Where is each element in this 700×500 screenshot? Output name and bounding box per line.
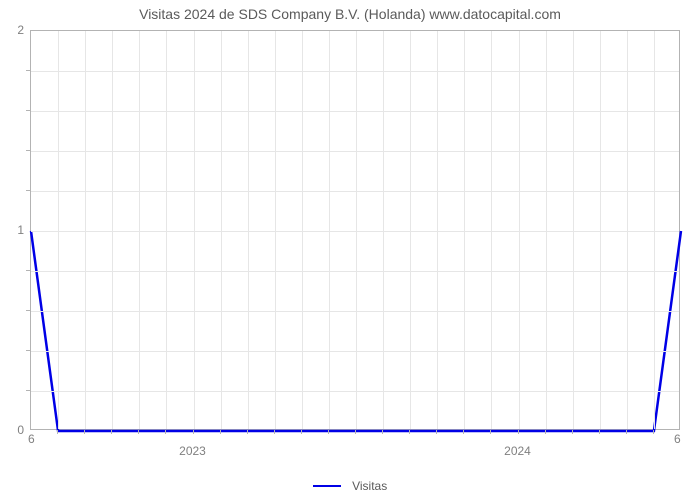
x-minor-tick — [409, 430, 410, 434]
gridline-vertical — [166, 31, 167, 429]
x-minor-tick — [436, 430, 437, 434]
x-minor-tick — [84, 430, 85, 434]
gridline-vertical — [546, 31, 547, 429]
x-minor-tick — [653, 430, 654, 434]
x-minor-tick — [57, 430, 58, 434]
plot-area — [30, 30, 680, 430]
gridline-vertical — [302, 31, 303, 429]
gridline-vertical — [329, 31, 330, 429]
x-minor-tick — [274, 430, 275, 434]
gridline-vertical — [275, 31, 276, 429]
x-minor-tick — [247, 430, 248, 434]
gridline-vertical — [573, 31, 574, 429]
x-tick-label: 2023 — [179, 444, 206, 458]
gridline-horizontal-minor — [31, 191, 679, 192]
y-minor-tick — [26, 190, 30, 191]
x-minor-tick — [138, 430, 139, 434]
gridline-vertical — [383, 31, 384, 429]
x-minor-tick — [463, 430, 464, 434]
gridline-vertical — [112, 31, 113, 429]
y-minor-tick — [26, 110, 30, 111]
gridline-vertical — [410, 31, 411, 429]
chart-title: Visitas 2024 de SDS Company B.V. (Holand… — [0, 0, 700, 22]
legend-label: Visitas — [352, 479, 387, 493]
y-minor-tick — [26, 150, 30, 151]
x-minor-tick — [111, 430, 112, 434]
gridline-vertical — [464, 31, 465, 429]
gridline-vertical — [356, 31, 357, 429]
gridline-vertical — [491, 31, 492, 429]
legend: Visitas — [0, 478, 700, 493]
x-minor-tick — [490, 430, 491, 434]
gridline-vertical — [221, 31, 222, 429]
gridline-horizontal-minor — [31, 111, 679, 112]
gridline-vertical — [248, 31, 249, 429]
y-minor-tick — [26, 70, 30, 71]
gridline-vertical — [139, 31, 140, 429]
y-tick-label: 2 — [10, 23, 24, 37]
x-axis-start-label: 6 — [28, 432, 35, 446]
gridline-vertical — [519, 31, 520, 429]
x-minor-tick — [626, 430, 627, 434]
gridline-horizontal-minor — [31, 351, 679, 352]
gridline-vertical — [600, 31, 601, 429]
y-minor-tick — [26, 350, 30, 351]
gridline-vertical — [85, 31, 86, 429]
y-minor-tick — [26, 390, 30, 391]
y-tick-label: 0 — [10, 423, 24, 437]
x-tick-label: 2024 — [504, 444, 531, 458]
gridline-horizontal-minor — [31, 271, 679, 272]
x-axis-end-label: 6 — [674, 432, 681, 446]
gridline-vertical — [194, 31, 195, 429]
y-tick-label: 1 — [10, 223, 24, 237]
legend-swatch — [313, 485, 341, 487]
gridline-horizontal-minor — [31, 71, 679, 72]
x-minor-tick — [572, 430, 573, 434]
x-minor-tick — [599, 430, 600, 434]
gridline-vertical — [437, 31, 438, 429]
gridline-horizontal-minor — [31, 311, 679, 312]
y-minor-tick — [26, 270, 30, 271]
x-minor-tick — [193, 430, 194, 434]
x-minor-tick — [518, 430, 519, 434]
gridline-horizontal — [31, 231, 679, 232]
x-minor-tick — [545, 430, 546, 434]
gridline-vertical — [654, 31, 655, 429]
x-minor-tick — [382, 430, 383, 434]
x-minor-tick — [165, 430, 166, 434]
x-minor-tick — [328, 430, 329, 434]
gridline-vertical — [627, 31, 628, 429]
gridline-horizontal-minor — [31, 391, 679, 392]
x-minor-tick — [355, 430, 356, 434]
gridline-vertical — [58, 31, 59, 429]
gridline-horizontal-minor — [31, 151, 679, 152]
x-minor-tick — [301, 430, 302, 434]
y-minor-tick — [26, 310, 30, 311]
x-minor-tick — [220, 430, 221, 434]
